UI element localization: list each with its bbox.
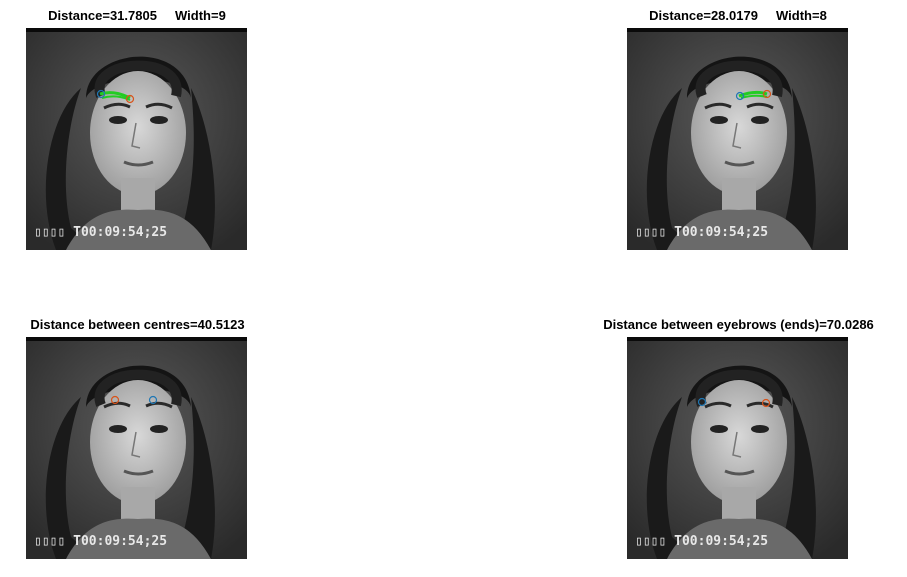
face-image: ▯▯▯▯ T00:09:54;25 — [627, 337, 848, 559]
panel-title: Distance between eyebrows (ends)=70.0286 — [603, 317, 874, 332]
video-timestamp: ▯▯▯▯ T00:09:54;25 — [635, 225, 768, 240]
video-timestamp: ▯▯▯▯ T00:09:54;25 — [34, 225, 167, 240]
face-image: ▯▯▯▯ T00:09:54;25 — [26, 28, 247, 250]
panel-title: Distance between centres=40.5123 — [30, 317, 245, 332]
face-photo: ▯▯▯▯ T00:09:54;25 — [627, 337, 848, 559]
face-image: ▯▯▯▯ T00:09:54;25 — [26, 337, 247, 559]
face-photo: ▯▯▯▯ T00:09:54;25 — [26, 337, 247, 559]
face-image: ▯▯▯▯ T00:09:54;25 — [627, 28, 848, 250]
video-timestamp: ▯▯▯▯ T00:09:54;25 — [635, 534, 768, 549]
face-photo: ▯▯▯▯ T00:09:54;25 — [26, 28, 247, 250]
face-photo: ▯▯▯▯ T00:09:54;25 — [627, 28, 848, 250]
video-timestamp: ▯▯▯▯ T00:09:54;25 — [34, 534, 167, 549]
panel-title: Distance=28.0179 Width=8 — [649, 8, 827, 23]
panel-title: Distance=31.7805 Width=9 — [48, 8, 226, 23]
